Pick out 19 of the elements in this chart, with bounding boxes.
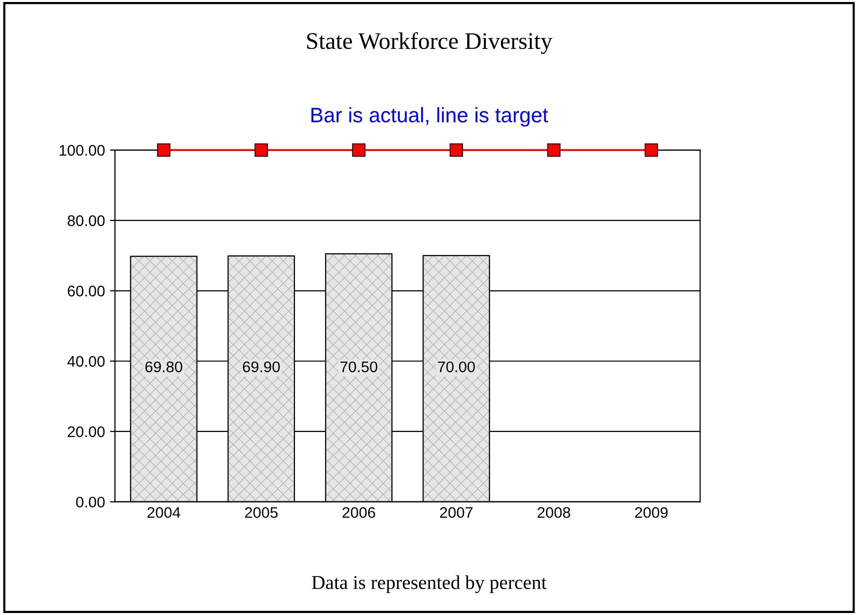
y-tick-label: 100.00 <box>60 144 105 156</box>
y-tick-label: 80.00 <box>68 215 105 226</box>
y-tick-label: 40.00 <box>67 356 105 367</box>
data-label: 70.00 <box>438 361 475 372</box>
chart-subtitle: Bar is actual, line is target <box>311 107 548 127</box>
x-tick-label: 2007 <box>440 507 473 518</box>
x-tick-label: 2005 <box>245 507 278 518</box>
data-label: 69.80 <box>145 361 182 372</box>
x-tick-label: 2008 <box>538 507 570 518</box>
data-label: 69.90 <box>242 361 280 372</box>
x-tick-label: 2006 <box>342 507 376 518</box>
y-tick-label: 20.00 <box>68 426 105 438</box>
y-tick-label: 0.00 <box>76 496 105 508</box>
text: Data is represented by percent <box>312 575 547 594</box>
x-tick-label: 2004 <box>148 507 180 518</box>
y-tick-label: 60.00 <box>68 286 105 296</box>
chart-title: State Workforce Diversity <box>307 32 552 54</box>
x-tick-label: 2009 <box>635 507 668 518</box>
data-label: 70.50 <box>340 361 378 372</box>
